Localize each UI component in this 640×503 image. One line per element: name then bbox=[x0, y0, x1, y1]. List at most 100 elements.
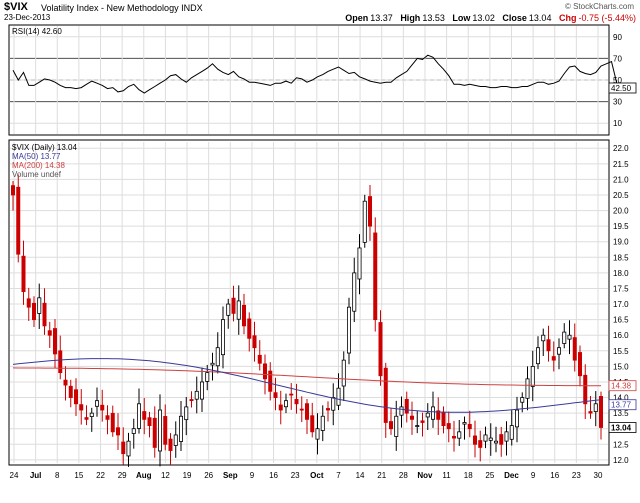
x-tick-label: 14 bbox=[356, 471, 365, 480]
candle-body bbox=[257, 354, 262, 364]
candle-body bbox=[21, 255, 26, 292]
x-tick-label: Dec bbox=[504, 471, 519, 480]
candle-body bbox=[530, 365, 535, 387]
price-value-label: 13.04 bbox=[611, 423, 632, 432]
volume-legend: Volume undef bbox=[12, 170, 61, 179]
x-tick-label: 7 bbox=[336, 471, 341, 480]
candle-body bbox=[352, 272, 357, 312]
exchange-label: INDX bbox=[181, 3, 203, 13]
price-value-box bbox=[608, 422, 637, 433]
candle-body bbox=[472, 435, 477, 445]
quote-label: Low bbox=[452, 13, 471, 23]
candle-body bbox=[95, 400, 100, 407]
candle-body bbox=[268, 370, 273, 392]
candle-body bbox=[583, 374, 588, 405]
candle-body bbox=[367, 196, 372, 227]
rsi-plot bbox=[12, 54, 633, 94]
candle-body bbox=[557, 347, 562, 355]
candle-body bbox=[493, 440, 498, 444]
candle-body bbox=[430, 406, 435, 420]
candle-body bbox=[289, 393, 294, 396]
candle-body bbox=[593, 403, 598, 412]
price-value-label: 14.38 bbox=[611, 382, 632, 391]
candle-body bbox=[541, 334, 546, 342]
candle-body bbox=[588, 411, 593, 414]
price-tick-label: 12.0 bbox=[613, 456, 629, 465]
candle-body bbox=[273, 392, 278, 398]
price-value-label: 13.77 bbox=[611, 401, 632, 410]
x-tick-label: Oct bbox=[310, 471, 324, 480]
x-tick-label: 9 bbox=[531, 471, 536, 480]
candle-body bbox=[373, 232, 378, 321]
candle-body bbox=[278, 404, 283, 411]
candle-body bbox=[42, 302, 47, 327]
candle-body bbox=[10, 185, 15, 196]
x-tick-label: 8 bbox=[55, 471, 60, 480]
candle-body bbox=[100, 404, 105, 411]
candle-body bbox=[546, 339, 551, 352]
candle-body bbox=[294, 399, 299, 405]
rsi-tick-label: 30 bbox=[613, 98, 622, 107]
price-tick-label: 20.0 bbox=[613, 207, 629, 216]
x-tick-label: 28 bbox=[399, 471, 408, 480]
candle-body bbox=[415, 425, 420, 428]
price-tick-label: 22.0 bbox=[613, 144, 629, 153]
x-tick-label: 12 bbox=[161, 471, 170, 480]
ma50-legend: MA(50) 13.77 bbox=[12, 152, 60, 161]
quote-value: 13.53 bbox=[422, 13, 445, 23]
symbol-title: $VIX bbox=[4, 1, 28, 13]
price-tick-label: 15.0 bbox=[613, 362, 629, 371]
candle-body bbox=[425, 412, 430, 418]
candle-body bbox=[110, 412, 115, 433]
candle-body bbox=[121, 441, 126, 455]
quote-close: Close 13.04 bbox=[502, 13, 551, 23]
axes: 103050709042.5012.012.513.013.514.014.51… bbox=[10, 33, 637, 480]
x-tick-label: 23 bbox=[291, 471, 300, 480]
x-tick-label: 11 bbox=[442, 471, 451, 480]
x-tick-label: 16 bbox=[550, 471, 559, 480]
candle-body bbox=[205, 372, 210, 382]
candle-body bbox=[236, 300, 241, 320]
quote-value: 13.37 bbox=[370, 13, 393, 23]
price-tick-label: 19.5 bbox=[613, 222, 629, 231]
x-tick-label: Jul bbox=[30, 471, 42, 480]
price-tick-label: 21.0 bbox=[613, 175, 629, 184]
ma200-legend: MA(200) 14.38 bbox=[12, 161, 65, 170]
candle-body bbox=[84, 417, 89, 420]
x-tick-label: Aug bbox=[136, 471, 152, 480]
candle-body bbox=[441, 411, 446, 427]
candle-body bbox=[252, 335, 257, 349]
candle-body bbox=[488, 437, 493, 441]
price-legend-label: $VIX (Daily) 13.04 bbox=[12, 143, 77, 152]
rsi-line bbox=[12, 54, 633, 94]
ma200-legend-label: MA(200) 14.38 bbox=[12, 161, 65, 170]
x-tick-label: 19 bbox=[183, 471, 192, 480]
candle-body bbox=[194, 390, 199, 400]
candle-body bbox=[341, 359, 346, 387]
candle-body bbox=[310, 415, 315, 433]
candle-body bbox=[567, 334, 572, 340]
candle-body bbox=[63, 379, 68, 386]
candle-body bbox=[26, 298, 31, 308]
candle-body bbox=[394, 415, 399, 437]
index-name: Volatility Index - New Methodology INDX bbox=[41, 3, 203, 13]
x-tick-label: 15 bbox=[74, 471, 83, 480]
stockcharts-brand: © StockCharts.com bbox=[564, 2, 634, 11]
price-tick-label: 17.5 bbox=[613, 284, 629, 293]
price-tick-label: 12.5 bbox=[613, 440, 629, 449]
price-tick-label: 15.5 bbox=[613, 347, 629, 356]
quote-high: High 13.53 bbox=[400, 13, 445, 23]
quote-label: Close bbox=[502, 13, 527, 23]
x-tick-label: 23 bbox=[572, 471, 581, 480]
candle-body bbox=[47, 330, 52, 336]
candle-body bbox=[74, 389, 79, 405]
candle-body bbox=[299, 408, 304, 411]
x-tick-label: Nov bbox=[417, 471, 433, 480]
index-fullname: Volatility Index - New Methodology bbox=[41, 3, 179, 13]
x-tick-label: 25 bbox=[485, 471, 494, 480]
candle-body bbox=[457, 431, 462, 439]
candle-body bbox=[189, 399, 194, 402]
quote-value: -0.75 (-5.44%) bbox=[578, 13, 636, 23]
candle-body bbox=[483, 434, 488, 442]
ma200-line bbox=[12, 367, 601, 387]
